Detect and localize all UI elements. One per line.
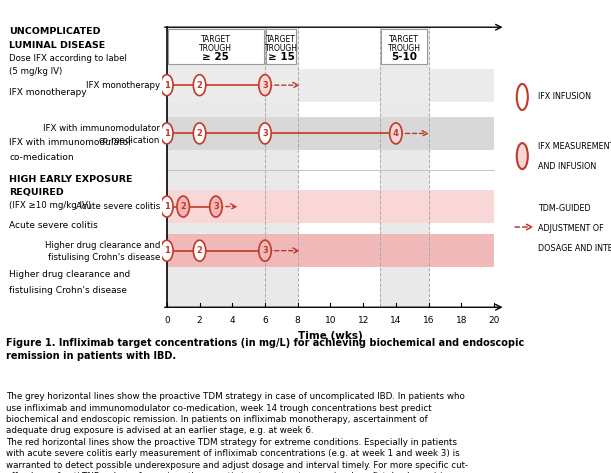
Text: 0: 0 xyxy=(164,315,170,324)
Bar xyxy=(167,69,494,102)
Circle shape xyxy=(193,75,206,96)
Text: 6: 6 xyxy=(262,315,268,324)
Text: AND INFUSION: AND INFUSION xyxy=(538,162,597,171)
FancyBboxPatch shape xyxy=(381,28,427,64)
Text: co-medication: co-medication xyxy=(99,136,160,145)
Text: DOSAGE AND INTERVAL: DOSAGE AND INTERVAL xyxy=(538,244,611,253)
Text: Time (wks): Time (wks) xyxy=(298,331,363,341)
Text: fistulising Crohn's disease: fistulising Crohn's disease xyxy=(9,286,127,295)
Text: TROUGH: TROUGH xyxy=(199,44,232,53)
Text: 1: 1 xyxy=(164,129,170,138)
Text: 14: 14 xyxy=(390,315,401,324)
Text: (5 mg/kg IV): (5 mg/kg IV) xyxy=(9,67,62,76)
Circle shape xyxy=(161,240,173,261)
Text: 2: 2 xyxy=(180,202,186,211)
Text: fistulising Crohn's disease: fistulising Crohn's disease xyxy=(48,253,160,262)
Text: ≥ 15: ≥ 15 xyxy=(268,52,295,62)
Text: 2: 2 xyxy=(197,315,202,324)
Bar xyxy=(167,190,494,223)
Text: 8: 8 xyxy=(295,315,301,324)
Text: ADJUSTMENT OF: ADJUSTMENT OF xyxy=(538,224,604,233)
Text: IFX MEASUREMENT: IFX MEASUREMENT xyxy=(538,142,611,151)
Bar xyxy=(167,234,494,267)
Text: 4: 4 xyxy=(230,315,235,324)
Text: Acute severe colitis: Acute severe colitis xyxy=(9,221,98,230)
Circle shape xyxy=(259,240,271,261)
Text: Higher drug clearance and: Higher drug clearance and xyxy=(9,270,131,279)
Bar xyxy=(379,27,428,307)
Text: 16: 16 xyxy=(423,315,434,324)
Circle shape xyxy=(161,196,173,217)
Text: IFX INFUSION: IFX INFUSION xyxy=(538,92,591,102)
Circle shape xyxy=(517,84,528,110)
Text: Higher drug clearance and: Higher drug clearance and xyxy=(45,241,160,250)
Text: TROUGH: TROUGH xyxy=(265,44,298,53)
Circle shape xyxy=(161,75,173,96)
Circle shape xyxy=(259,123,271,144)
Text: 4: 4 xyxy=(393,129,399,138)
Bar xyxy=(167,27,265,307)
Text: Acute severe colitis: Acute severe colitis xyxy=(76,202,160,211)
Circle shape xyxy=(390,123,402,144)
Bar xyxy=(265,27,298,307)
Circle shape xyxy=(517,143,528,169)
Text: IFX monotherapy: IFX monotherapy xyxy=(9,88,87,97)
Circle shape xyxy=(193,240,206,261)
Text: 10: 10 xyxy=(324,315,336,324)
Circle shape xyxy=(161,123,173,144)
Text: 3: 3 xyxy=(262,246,268,255)
Circle shape xyxy=(193,123,206,144)
Text: 2: 2 xyxy=(197,80,202,90)
Text: IFX with immunomodulator: IFX with immunomodulator xyxy=(43,124,160,133)
Text: UNCOMPLICATED: UNCOMPLICATED xyxy=(9,26,101,35)
Text: 1: 1 xyxy=(164,80,170,90)
Text: The grey horizontal lines show the proactive TDM strategy in case of uncomplicat: The grey horizontal lines show the proac… xyxy=(6,392,468,473)
Text: 2: 2 xyxy=(197,246,202,255)
Text: 12: 12 xyxy=(357,315,369,324)
Text: TARGET: TARGET xyxy=(201,35,231,44)
Text: IFX with immunomodulator: IFX with immunomodulator xyxy=(9,138,132,147)
Text: LUMINAL DISEASE: LUMINAL DISEASE xyxy=(9,41,106,50)
Text: 2: 2 xyxy=(197,129,202,138)
Circle shape xyxy=(210,196,222,217)
Text: TDM-GUIDED: TDM-GUIDED xyxy=(538,203,591,213)
Circle shape xyxy=(259,75,271,96)
Text: TROUGH: TROUGH xyxy=(387,44,420,53)
Text: 20: 20 xyxy=(488,315,500,324)
Text: 18: 18 xyxy=(456,315,467,324)
Text: (IFX ≥10 mg/kg IV): (IFX ≥10 mg/kg IV) xyxy=(9,201,92,210)
Text: 1: 1 xyxy=(164,246,170,255)
Text: Figure 1. Infliximab target concentrations (in mg/L) for achieving biochemical a: Figure 1. Infliximab target concentratio… xyxy=(6,338,524,361)
Text: 3: 3 xyxy=(213,202,219,211)
Text: ≥ 25: ≥ 25 xyxy=(202,52,229,62)
Text: co-medication: co-medication xyxy=(9,153,74,162)
Text: 5-10: 5-10 xyxy=(391,52,417,62)
Text: 1: 1 xyxy=(164,202,170,211)
FancyBboxPatch shape xyxy=(266,28,296,64)
FancyBboxPatch shape xyxy=(168,28,264,64)
Text: 3: 3 xyxy=(262,129,268,138)
Text: IFX monotherapy: IFX monotherapy xyxy=(86,80,160,90)
Text: TARGET: TARGET xyxy=(266,35,296,44)
Text: Dose IFX according to label: Dose IFX according to label xyxy=(9,54,127,63)
Bar xyxy=(167,117,494,150)
Text: 3: 3 xyxy=(262,80,268,90)
Text: REQUIRED: REQUIRED xyxy=(9,188,64,197)
Text: HIGH EARLY EXPOSURE: HIGH EARLY EXPOSURE xyxy=(9,175,133,184)
Circle shape xyxy=(177,196,189,217)
Text: TARGET: TARGET xyxy=(389,35,419,44)
